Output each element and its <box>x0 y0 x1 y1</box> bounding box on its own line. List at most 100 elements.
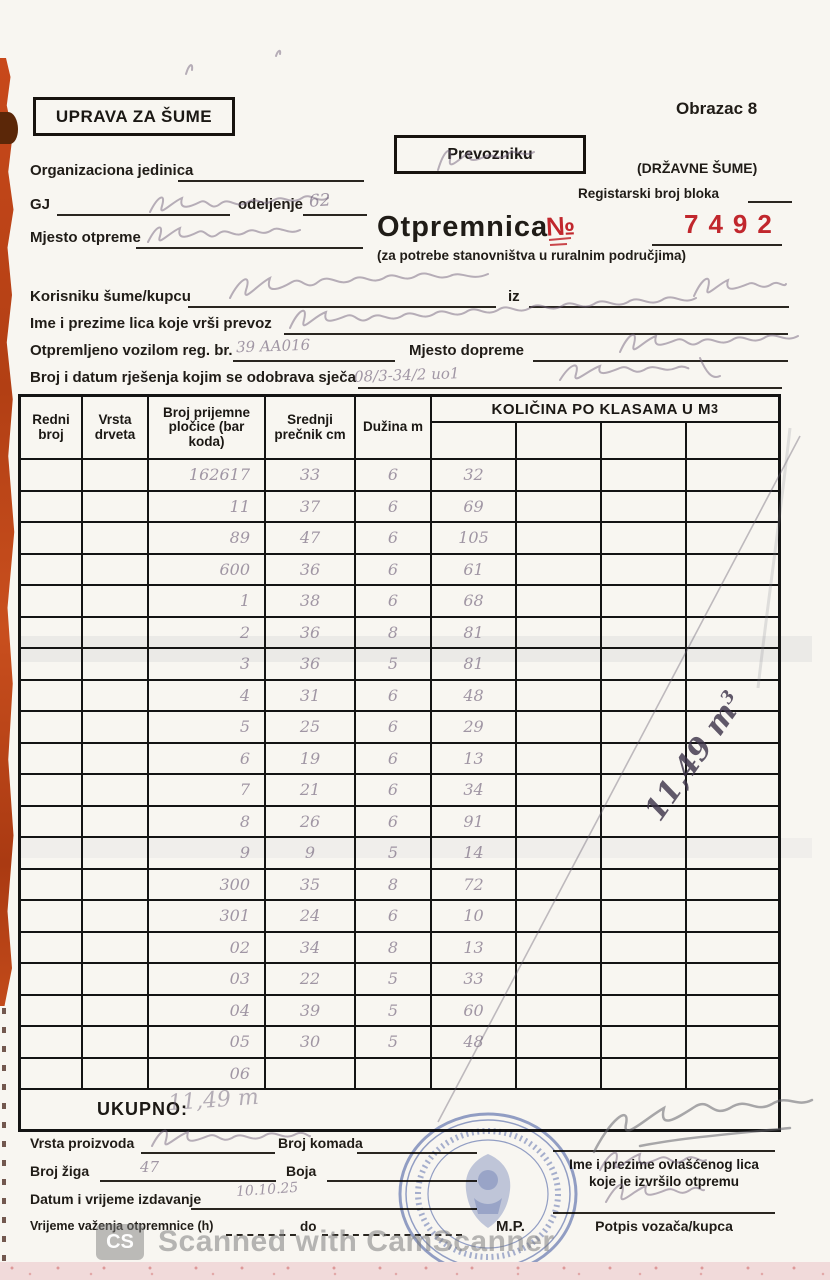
cell-klasa4 <box>687 775 778 805</box>
cell-klasa3 <box>602 712 687 742</box>
handwriting-stroke <box>229 272 489 299</box>
cell-plocica: 5 <box>149 712 266 742</box>
table-row: 1 38 6 68 <box>21 586 778 618</box>
vrsta-proizvoda-label: Vrsta proizvoda <box>30 1135 135 1151</box>
table-row: 301 24 6 10 <box>21 901 778 933</box>
cell-klasa3 <box>602 680 687 710</box>
datum-line <box>191 1208 477 1210</box>
number-sign-underline <box>549 243 568 246</box>
cell-klasa1: 29 <box>432 712 517 742</box>
cell-klasa3 <box>602 649 687 679</box>
cell-klasa4 <box>687 996 778 1026</box>
cell-precnik: 30 <box>266 1027 356 1057</box>
cell-precnik: 19 <box>266 743 356 773</box>
boja-label: Boja <box>286 1163 317 1179</box>
cell-klasa4 <box>687 460 778 490</box>
cell-vrsta <box>83 869 149 899</box>
cell-precnik: 21 <box>266 775 356 805</box>
cell-klasa4 <box>687 838 778 868</box>
cell-redni <box>21 869 83 899</box>
cell-klasa1: 48 <box>432 680 517 710</box>
do-label: do <box>300 1219 317 1234</box>
cell-redni <box>21 491 83 521</box>
handwriting-stroke <box>559 364 690 381</box>
cell-klasa2 <box>517 680 602 710</box>
cell-plocica: 11 <box>149 491 266 521</box>
cell-vrsta <box>83 491 149 521</box>
cell-precnik: 39 <box>266 995 356 1025</box>
cell-klasa2 <box>517 523 602 553</box>
vozilo-line <box>233 360 395 362</box>
cell-redni <box>21 838 83 868</box>
potpis-label: Potpis vozača/kupca <box>595 1218 733 1234</box>
cell-plocica: 04 <box>149 995 266 1025</box>
table-row: 11 37 6 69 <box>21 491 778 523</box>
cell-precnik: 36 <box>266 649 356 679</box>
cell-precnik: 24 <box>266 901 356 931</box>
cell-precnik: 35 <box>266 869 356 899</box>
cell-vrsta <box>83 1058 149 1088</box>
cell-duzina: 6 <box>356 680 432 710</box>
cell-plocica: 3 <box>149 649 266 679</box>
cell-vrsta <box>83 554 149 584</box>
cell-klasa1: 61 <box>432 554 517 584</box>
cell-plocica: 301 <box>149 901 266 931</box>
table-row: 04 39 5 60 <box>21 995 778 1027</box>
cell-precnik: 31 <box>266 680 356 710</box>
cell-vrsta <box>83 680 149 710</box>
cell-klasa3 <box>602 995 687 1025</box>
cell-klasa3 <box>602 554 687 584</box>
cell-klasa1: 72 <box>432 869 517 899</box>
cell-vrsta <box>83 775 149 805</box>
cell-precnik: 47 <box>266 523 356 553</box>
table-row: 5 25 6 29 <box>21 712 778 744</box>
cell-precnik: 34 <box>266 932 356 962</box>
next-page-bleed <box>0 1262 830 1280</box>
handwriting-stroke <box>147 226 301 243</box>
dopreme-label: Mjesto dopreme <box>409 342 525 359</box>
cell-klasa2 <box>517 460 602 490</box>
vrijeme-line <box>226 1234 296 1236</box>
quantity-table: Redni broj Vrsta drveta Broj prijemne pl… <box>18 394 781 1132</box>
torn-edge-blotch <box>0 112 18 144</box>
cell-redni <box>21 901 83 931</box>
cell-klasa2 <box>517 995 602 1025</box>
cell-klasa2 <box>517 775 602 805</box>
cell-klasa2 <box>517 806 602 836</box>
cell-redni <box>21 680 83 710</box>
cell-duzina <box>356 1058 432 1088</box>
cell-klasa1: 48 <box>432 1027 517 1057</box>
cell-duzina: 5 <box>356 995 432 1025</box>
col-plocica: Broj prijemne pločice (bar koda) <box>149 397 266 458</box>
korisnik-line <box>188 306 496 308</box>
broj-ziga-label: Broj žiga <box>30 1163 90 1179</box>
cell-redni <box>21 523 83 553</box>
cell-klasa3 <box>602 617 687 647</box>
form-code: Obrazac 8 <box>676 99 758 118</box>
cell-redni <box>21 1058 83 1088</box>
stamp-emblem <box>465 1154 511 1228</box>
cell-plocica: 162617 <box>149 460 266 490</box>
cell-klasa4 <box>687 964 778 994</box>
vozilo-handwriting: 39 AA016 <box>235 335 311 357</box>
cell-klasa2 <box>517 649 602 679</box>
vozilo-label: Otpremljeno vozilom reg. br. <box>30 342 233 359</box>
cell-klasa2 <box>517 932 602 962</box>
cell-klasa2 <box>517 869 602 899</box>
table-row: 7 21 6 34 <box>21 775 778 807</box>
cell-klasa1: 69 <box>432 491 517 521</box>
cell-klasa2 <box>517 743 602 773</box>
cell-klasa1: 105 <box>432 523 517 553</box>
cell-plocica: 4 <box>149 680 266 710</box>
cell-klasa2 <box>517 554 602 584</box>
cell-klasa3 <box>602 523 687 553</box>
cell-klasa4 <box>687 870 778 900</box>
cell-klasa1: 14 <box>432 838 517 868</box>
stamp-ring-text <box>415 1128 561 1260</box>
cell-plocica: 03 <box>149 964 266 994</box>
cell-plocica: 7 <box>149 775 266 805</box>
cell-klasa4 <box>687 492 778 522</box>
cell-vrsta <box>83 586 149 616</box>
cell-vrsta <box>83 460 149 490</box>
